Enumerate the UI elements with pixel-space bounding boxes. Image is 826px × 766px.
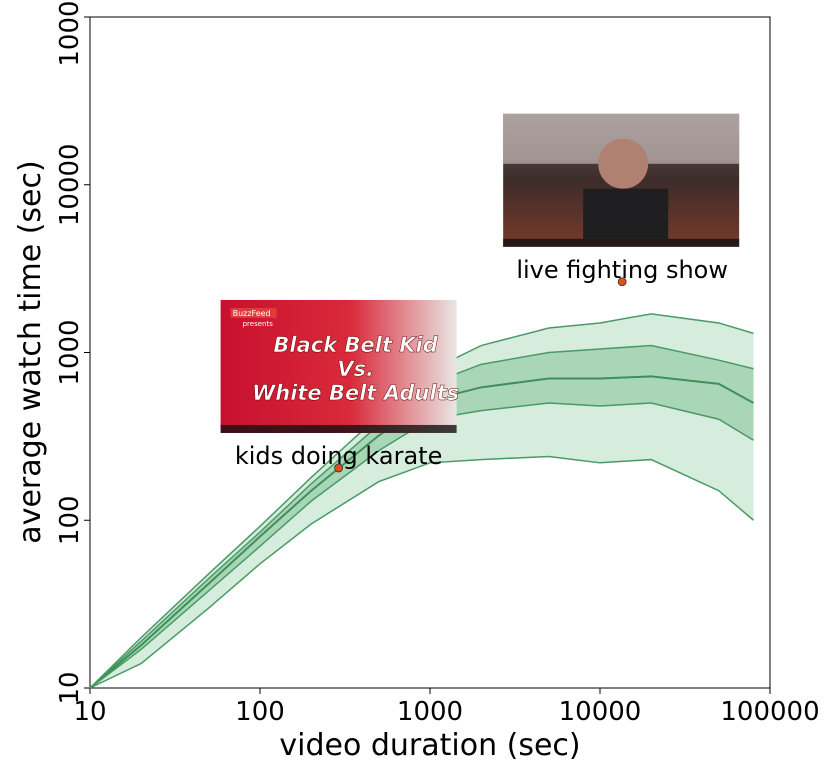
- y-tick-label: 1000: [55, 319, 85, 385]
- x-axis-title: video duration (sec): [279, 728, 580, 762]
- x-tick-label: 1000: [397, 697, 463, 727]
- x-tick-label: 100000: [720, 697, 819, 727]
- player-bar: [221, 425, 457, 433]
- thumbnail-title: Vs.: [337, 357, 374, 381]
- brand-sub: presents: [243, 320, 274, 328]
- thumbnail-title: White Belt Adults: [252, 381, 459, 405]
- person-body: [583, 189, 668, 239]
- annotation-point: [618, 278, 626, 286]
- y-tick-label: 10: [55, 671, 85, 704]
- y-tick-label: 10000: [55, 143, 85, 226]
- person: [598, 139, 648, 189]
- y-axis-title: average watch time (sec): [13, 160, 48, 543]
- x-tick-label: 100: [235, 697, 285, 727]
- thumbnail-title: Black Belt Kid: [273, 333, 438, 357]
- annotation-point: [335, 464, 343, 472]
- y-tick-label: 100000: [55, 0, 85, 67]
- y-tick-label: 100: [55, 495, 85, 545]
- chart: video duration (sec) average watch time …: [0, 0, 826, 762]
- thumbnail: [503, 114, 739, 247]
- player-bar: [503, 239, 739, 247]
- percentile-line: [90, 456, 754, 688]
- x-tick-label: 10000: [559, 697, 642, 727]
- brand: BuzzFeed: [233, 309, 271, 318]
